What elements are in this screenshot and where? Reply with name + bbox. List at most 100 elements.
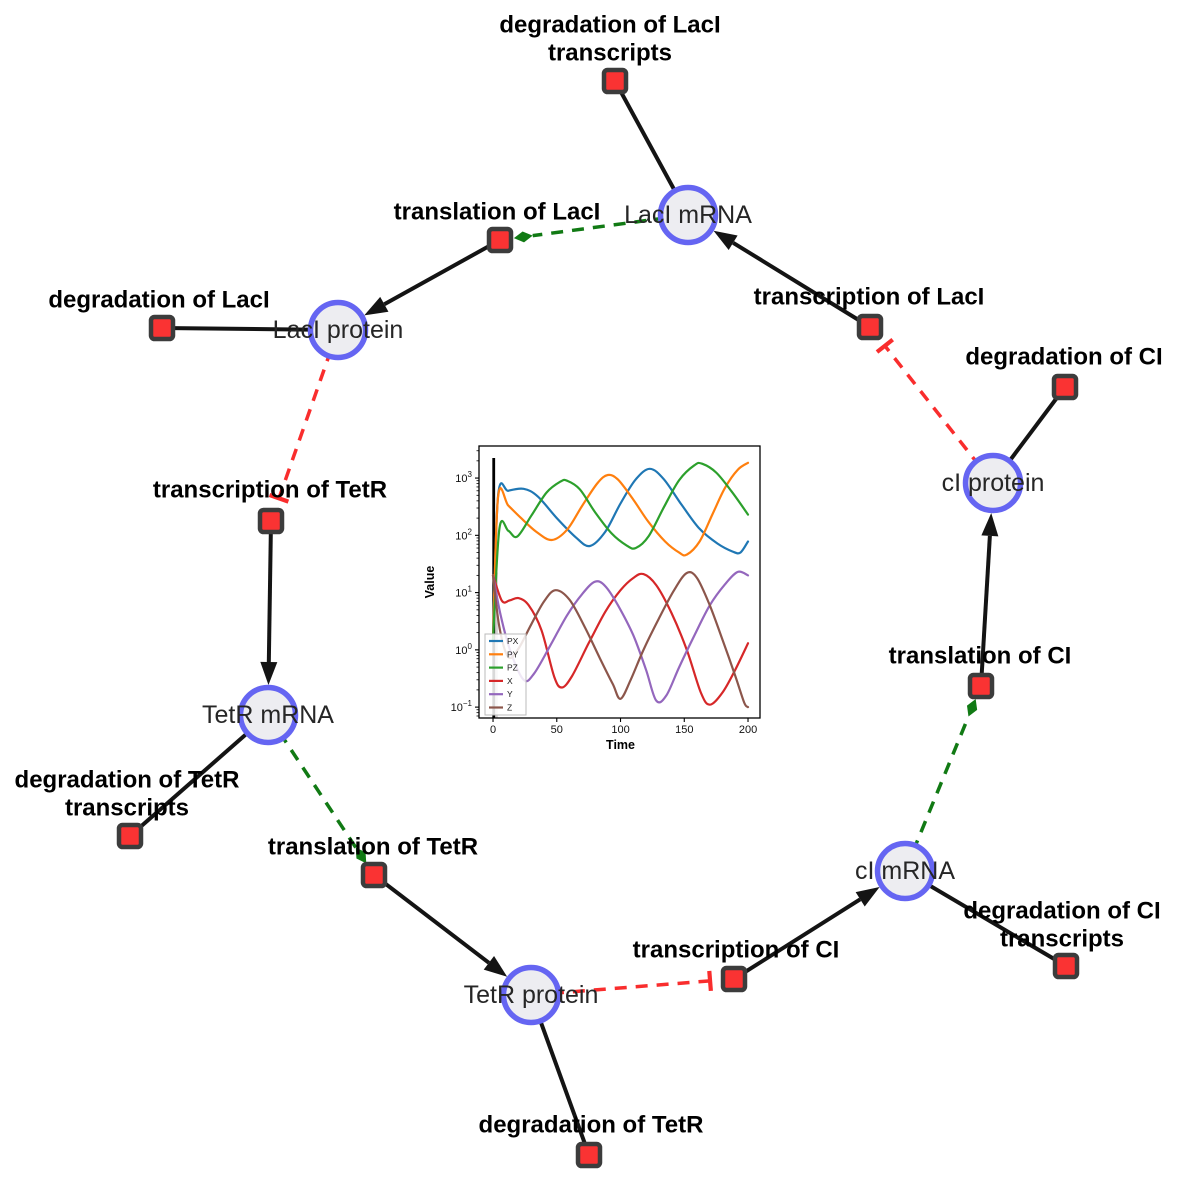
y-tick-label: 10−1: [451, 699, 473, 714]
reaction-label-degradation-tetr-transcripts-line2: transcripts: [65, 795, 189, 822]
reaction-label-degradation-laci-transcripts: degradation of LacI: [499, 12, 720, 39]
catalysis-arrowhead-icon: [513, 231, 533, 243]
reaction-edge-line: [128, 713, 270, 838]
inhibition-tbar-icon: [875, 338, 895, 354]
reaction-node-degradation-ci-transcripts: [1052, 952, 1080, 980]
inset-chart: 0 50 100 150 20010−1100101102103TimeValuePXP…: [423, 445, 761, 752]
edge-transcription-tetr-tetr-mrna: [260, 520, 278, 686]
series-Z-line: [491, 571, 750, 709]
series-PZ-line: [491, 461, 750, 641]
y-tick-label: 102: [455, 527, 472, 542]
legend-label-Y: Y: [507, 689, 513, 699]
reaction-node-transcription-ci: [720, 965, 748, 993]
reaction-label-degradation-tetr: degradation of TetR: [479, 1112, 704, 1139]
y-axis-label: Value: [423, 566, 437, 599]
reaction-label-degradation-tetr-transcripts: degradation of TetR: [15, 767, 240, 794]
reaction-edge-line: [903, 869, 1068, 968]
species-node-laci-mrna: [657, 184, 719, 246]
legend-label-Z: Z: [507, 703, 512, 713]
series-Y-line: [491, 570, 750, 704]
species-node-tetr-protein: [500, 964, 562, 1026]
x-tick-label: 150: [675, 724, 693, 736]
species-label-laci-mrna: LacI mRNA: [624, 201, 752, 229]
reaction-node-transcription-tetr: [257, 507, 285, 535]
reaction-label-degradation-ci-transcripts: degradation of CI: [963, 898, 1160, 925]
reaction-label-degradation-ci: degradation of CI: [965, 344, 1162, 371]
species-node-ci-protein: [962, 452, 1024, 514]
x-tick-label: 200: [739, 724, 757, 736]
legend-label-PY: PY: [507, 649, 519, 659]
plot-area: [491, 458, 750, 718]
reaction-arrowhead: [483, 956, 508, 977]
reaction-label-translation-tetr: translation of TetR: [268, 834, 478, 861]
species-label-tetr-protein: TetR protein: [464, 981, 599, 1009]
reaction-label-degradation-laci-transcripts-line2: transcripts: [548, 40, 672, 67]
species-node-tetr-mrna: [237, 684, 299, 746]
species-label-ci-protein: cI protein: [942, 469, 1045, 497]
reaction-node-degradation-ci: [1051, 373, 1079, 401]
edge-transcription-laci-laci-mrna: [713, 230, 872, 329]
reaction-node-degradation-tetr: [575, 1141, 603, 1169]
reaction-node-degradation-laci: [148, 314, 176, 342]
edge-translation-laci-laci-protein: [364, 238, 501, 316]
reaction-label-translation-ci: translation of CI: [889, 643, 1072, 670]
reaction-edge-line: [732, 897, 862, 981]
reaction-arrowhead: [855, 887, 880, 907]
reaction-label-translation-laci: translation of LacI: [394, 199, 601, 226]
legend: PX PY PZ XYZ: [484, 633, 527, 716]
species-label-laci-protein: LacI protein: [273, 316, 404, 344]
edge-transcription-ci-ci-mrna: [732, 887, 880, 981]
reaction-arrowhead: [713, 230, 738, 251]
reaction-arrowhead: [981, 512, 999, 537]
y-tick-label: 103: [455, 470, 472, 485]
x-axis-label: Time: [606, 738, 635, 752]
x-tick-label: 0: [490, 724, 496, 736]
reaction-node-transcription-laci: [856, 313, 884, 341]
reaction-edge-line: [383, 238, 501, 307]
inhibition-tbar-icon: [268, 493, 290, 504]
reaction-label-transcription-laci: transcription of LacI: [754, 284, 985, 311]
x-tick-label: 100: [611, 724, 629, 736]
reaction-edge-line: [979, 535, 992, 687]
legend-label-X: X: [507, 676, 513, 686]
series-PY-line: [491, 461, 750, 641]
edge-tetr-mrna-degradation-tetr-transcripts: [128, 713, 270, 838]
reaction-label-degradation-laci: degradation of LacI: [48, 287, 269, 314]
catalysis-arrowhead-icon: [355, 847, 367, 864]
legend-box: [484, 633, 527, 716]
reaction-node-translation-tetr: [360, 861, 388, 889]
inhibition-tbar-icon: [707, 970, 713, 992]
nodes-layer: [116, 67, 1080, 1169]
reaction-node-degradation-tetr-transcripts: [116, 822, 144, 850]
reaction-label-transcription-ci: transcription of CI: [633, 937, 840, 964]
edge-translation-tetr-tetr-protein: [372, 873, 508, 977]
reaction-edge-line: [732, 241, 872, 329]
species-node-laci-protein: [307, 299, 369, 361]
edge-ci-mrna-degradation-ci-transcripts: [903, 869, 1068, 968]
legend-label-PX: PX: [507, 636, 519, 646]
reaction-node-translation-ci: [967, 672, 995, 700]
reaction-label-degradation-ci-transcripts-line2: transcripts: [1000, 926, 1124, 953]
plot-frame: [478, 445, 761, 719]
reaction-arrowhead: [260, 661, 278, 686]
labels-layer: LacI mRNA LacI protein TetR mRNA TetR prote…: [15, 12, 1163, 1139]
reaction-node-degradation-laci-transcripts: [601, 67, 629, 95]
x-tick-label: 50: [551, 724, 563, 736]
y-tick-label: 100: [455, 642, 472, 657]
series-PX-line: [491, 467, 750, 641]
reaction-arrowhead: [364, 296, 389, 316]
y-tick-label: 101: [455, 585, 472, 600]
species-node-ci-mrna: [874, 840, 936, 902]
edge-translation-ci-ci-protein: [979, 512, 999, 687]
catalysis-arrowhead-icon: [966, 698, 978, 717]
reaction-node-translation-laci: [486, 226, 514, 254]
reaction-edge-line: [372, 873, 491, 965]
species-label-ci-mrna: cI mRNA: [855, 857, 955, 885]
reaction-edge-line: [266, 520, 273, 663]
legend-label-PZ: PZ: [507, 663, 518, 673]
species-label-tetr-mrna: TetR mRNA: [202, 701, 334, 729]
reaction-label-transcription-tetr: transcription of TetR: [153, 477, 387, 504]
series-X-line: [491, 572, 750, 706]
